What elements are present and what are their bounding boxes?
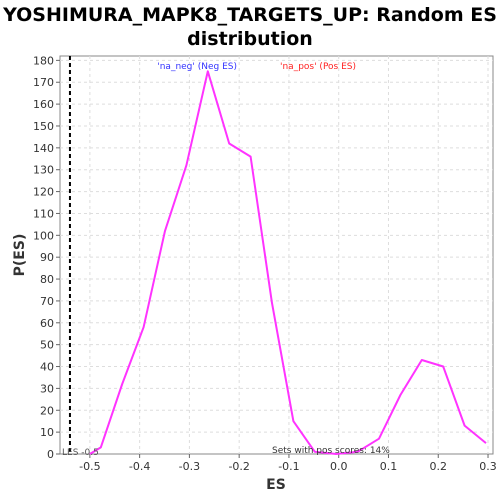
y-tick-label: 180 <box>33 54 54 67</box>
y-tick-label: 40 <box>40 361 54 374</box>
legend-neg: 'na_neg' (Neg ES) <box>157 62 237 72</box>
axis-ticks: 0 10 20 30 40 50 60 70 80 90 100 110 120 130 140 150 160… <box>33 54 497 473</box>
x-tick-label: -0.5 <box>79 460 100 473</box>
y-tick-label: 120 <box>33 186 54 199</box>
plot-area <box>59 55 494 455</box>
x-axis-label: ES <box>266 477 286 493</box>
y-tick-label: 10 <box>40 426 54 439</box>
y-tick-label: 60 <box>40 317 54 330</box>
x-tick-label: -0.1 <box>278 460 299 473</box>
y-tick-label: 160 <box>33 98 54 111</box>
y-tick-label: 140 <box>33 142 54 155</box>
y-tick-label: 50 <box>40 339 54 352</box>
series-line <box>89 70 487 455</box>
y-tick-label: 110 <box>33 207 54 220</box>
x-tick-label: 0.2 <box>430 460 448 473</box>
x-tick-label: 0.0 <box>330 460 348 473</box>
x-tick-label: 0.1 <box>380 460 398 473</box>
x-tick-label: -0.4 <box>129 460 150 473</box>
grid-lines <box>60 56 493 454</box>
y-tick-label: 70 <box>40 295 54 308</box>
chart-title-line-2: distribution <box>187 28 313 50</box>
y-tick-label: 170 <box>33 76 54 89</box>
legend-pos: 'na_pos' (Pos ES) <box>280 62 356 72</box>
y-tick-label: 150 <box>33 120 54 133</box>
series-layer <box>89 70 487 455</box>
y-axis-label: P(ES) <box>12 234 28 277</box>
x-tick-label: -0.3 <box>179 460 200 473</box>
chart-title-line-1: YOSHIMURA_MAPK8_TARGETS_UP: Random ES <box>2 4 497 26</box>
y-tick-label: 100 <box>33 229 54 242</box>
y-tick-label: 80 <box>40 273 54 286</box>
pos-scores-annotation: Sets with pos scores: 14% <box>272 446 390 456</box>
y-tick-label: 0 <box>47 448 54 461</box>
x-tick-label: -0.2 <box>228 460 249 473</box>
y-tick-label: 130 <box>33 164 54 177</box>
x-tick-label: 0.3 <box>479 460 497 473</box>
y-tick-label: 30 <box>40 382 54 395</box>
y-tick-label: 90 <box>40 251 54 264</box>
les-reference-label: LES -0.5 <box>62 448 99 458</box>
y-tick-label: 20 <box>40 404 54 417</box>
